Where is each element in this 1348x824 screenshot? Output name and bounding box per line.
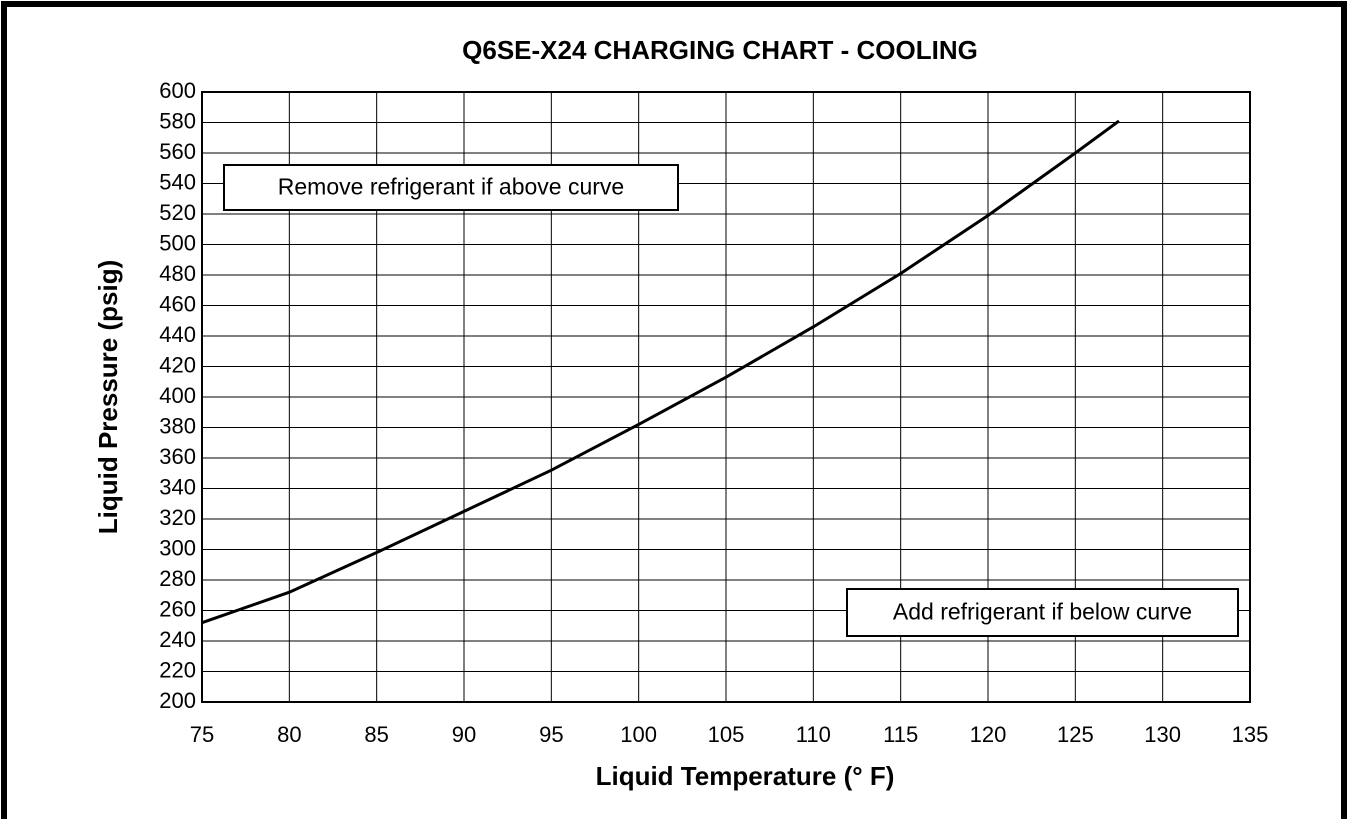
plot-border bbox=[201, 91, 1251, 703]
y-tick-label: 340 bbox=[159, 474, 196, 499]
y-tick-label: 360 bbox=[159, 444, 196, 469]
annotation-box bbox=[846, 588, 1239, 637]
annotation: Add refrigerant if below curve bbox=[893, 599, 1192, 625]
y-tick-label: 600 bbox=[159, 78, 196, 103]
y-tick-label: 580 bbox=[159, 108, 196, 133]
y-axis-label: Liquid Pressure (psig) bbox=[93, 260, 123, 535]
annotation-box bbox=[223, 164, 679, 211]
x-tick-label: 95 bbox=[539, 722, 563, 747]
annotation: Remove refrigerant if above curve bbox=[278, 174, 624, 200]
y-tick-label: 440 bbox=[159, 322, 196, 347]
chart-title: Q6SE-X24 CHARGING CHART - COOLING bbox=[462, 35, 978, 65]
y-tick-label: 300 bbox=[159, 535, 196, 560]
y-tick-label: 320 bbox=[159, 505, 196, 530]
y-tick-label: 380 bbox=[159, 413, 196, 438]
x-tick-label: 100 bbox=[620, 722, 657, 747]
x-axis-label: Liquid Temperature (° F) bbox=[596, 761, 895, 791]
x-tick-label: 135 bbox=[1232, 722, 1269, 747]
y-tick-label: 200 bbox=[159, 688, 196, 713]
y-tick-label: 420 bbox=[159, 352, 196, 377]
y-tick-label: 480 bbox=[159, 261, 196, 286]
x-tick-label: 75 bbox=[190, 722, 214, 747]
y-tick-label: 400 bbox=[159, 383, 196, 408]
x-tick-label: 110 bbox=[796, 722, 831, 747]
x-tick-label: 125 bbox=[1057, 722, 1094, 747]
y-tick-label: 500 bbox=[159, 230, 196, 255]
x-tick-label: 85 bbox=[364, 722, 388, 747]
x-tick-label: 120 bbox=[970, 722, 1007, 747]
y-tick-label: 540 bbox=[159, 169, 196, 194]
y-tick-label: 220 bbox=[159, 657, 196, 682]
y-tick-label: 280 bbox=[159, 566, 196, 591]
y-tick-label: 460 bbox=[159, 291, 196, 316]
x-tick-label: 105 bbox=[708, 722, 745, 747]
y-tick-label: 260 bbox=[159, 596, 196, 621]
x-tick-label: 90 bbox=[452, 722, 476, 747]
x-tick-label: 115 bbox=[883, 722, 918, 747]
x-tick-label: 130 bbox=[1144, 722, 1181, 747]
y-tick-label: 560 bbox=[159, 139, 196, 164]
y-tick-label: 520 bbox=[159, 200, 196, 225]
curve bbox=[201, 119, 1120, 625]
x-tick-label: 80 bbox=[277, 722, 301, 747]
y-tick-label: 240 bbox=[159, 627, 196, 652]
